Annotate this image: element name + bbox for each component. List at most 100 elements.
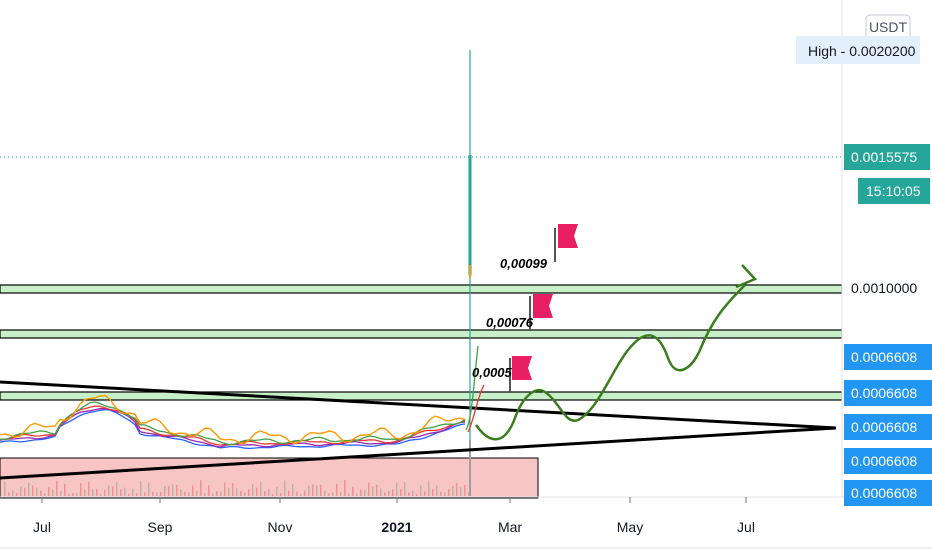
flag-icon (512, 356, 532, 380)
volume-bar (212, 493, 214, 496)
volume-bar (404, 481, 406, 496)
volume-bar (324, 490, 326, 496)
high-label: High - 0.0020200 (808, 43, 916, 59)
volume-bar (48, 487, 50, 496)
zone-bottom (0, 391, 843, 401)
volume-bar (28, 482, 30, 496)
trendline-lower (0, 426, 837, 480)
blue-price-tag (844, 414, 932, 440)
volume-bar (396, 482, 398, 496)
volume-bar (464, 485, 466, 496)
volume-bar (252, 483, 254, 496)
volume-bar (312, 484, 314, 496)
volume-bar (120, 489, 122, 496)
volume-bar (344, 480, 346, 496)
volume-bars (4, 440, 471, 496)
time-label: Nov (268, 519, 293, 535)
volume-bar (72, 493, 74, 496)
volume-bar (32, 485, 34, 496)
volume-bar (44, 493, 46, 496)
zone-middle (0, 329, 843, 339)
volume-bar (140, 480, 142, 496)
volume-bar (16, 493, 18, 496)
volume-bar (460, 487, 462, 496)
volume-bar (364, 490, 366, 496)
forecast-path (474, 284, 746, 441)
time-label: Jul (33, 519, 51, 535)
volume-bar (284, 480, 286, 496)
post-pump-ma (465, 345, 479, 431)
time-label: Jul (737, 519, 755, 535)
volume-bar (188, 492, 190, 496)
volume-bar (40, 490, 42, 496)
volume-bar (228, 487, 230, 496)
volume-bar (80, 482, 82, 496)
blue-price-tag-label: 0.0006608 (851, 419, 917, 435)
volume-bar (352, 486, 354, 496)
last-price-tag (844, 144, 930, 170)
volume-bar (360, 489, 362, 496)
blue-price-tag (844, 480, 932, 506)
countdown-value: 15:10:05 (866, 183, 921, 199)
volume-bar (260, 481, 262, 496)
price-scale-label: 0.0010000 (851, 280, 917, 296)
volume-bar (320, 484, 322, 496)
volume-bar (116, 481, 118, 496)
time-label: 2021 (381, 519, 412, 535)
volume-bar (420, 485, 422, 496)
blue-price-tag-label: 0.0006608 (851, 453, 917, 469)
volume-bar (88, 481, 90, 496)
volume-bar (24, 487, 26, 496)
volume-bar (388, 490, 390, 496)
countdown-tag (858, 178, 930, 204)
volume-bar (436, 485, 438, 496)
zone-top (0, 284, 843, 294)
volume-bar (220, 491, 222, 496)
volume-bar (128, 493, 130, 496)
volume-bar (56, 480, 58, 496)
volume-bar (248, 489, 250, 496)
volume-bar (60, 491, 62, 496)
volume-bar (208, 485, 210, 496)
price-line (0, 394, 466, 445)
volume-bar (372, 486, 374, 496)
volume-bar (412, 490, 414, 496)
volume-bar (280, 493, 282, 496)
volume-bar (108, 485, 110, 496)
volume-bar (376, 484, 378, 496)
volume-bar (440, 491, 442, 496)
high-label-box (796, 36, 920, 64)
volume-bar (184, 491, 186, 496)
volume-bar (256, 487, 258, 496)
currency-label: USDT (869, 19, 908, 35)
volume-bar (52, 489, 54, 496)
volume-bar (132, 488, 134, 496)
volume-bar (76, 492, 78, 496)
volume-bar (172, 483, 174, 496)
time-label: Sep (148, 519, 173, 535)
annotation-label: 0,00099 (500, 256, 548, 271)
volume-bar (236, 488, 238, 496)
blue-price-tag-label: 0.0006608 (851, 385, 917, 401)
volume-bar (8, 492, 10, 496)
blue-price-tags: 0.0006608 0.0006608 0.0006608 0.0006608 0.00… (844, 344, 932, 506)
volume-bar (408, 492, 410, 496)
volume-bar (244, 492, 246, 496)
post-pump-ma-red (467, 384, 485, 433)
volume-bar (104, 489, 106, 496)
volume-bar (276, 487, 278, 496)
volume-bar (428, 480, 430, 496)
blue-price-tag (844, 448, 932, 474)
volume-bar (332, 492, 334, 496)
volume-bar (392, 489, 394, 496)
blue-price-tag-label: 0.0006608 (851, 485, 917, 501)
time-label: Mar (498, 519, 522, 535)
time-axis[interactable]: Jul Sep Nov 2021 Mar May Jul (33, 497, 755, 535)
volume-bar (176, 484, 178, 496)
volume-bar (444, 492, 446, 496)
time-label: May (617, 519, 643, 535)
volume-bar (232, 482, 234, 496)
volume-bar (64, 483, 66, 496)
volume-bar (469, 440, 471, 496)
